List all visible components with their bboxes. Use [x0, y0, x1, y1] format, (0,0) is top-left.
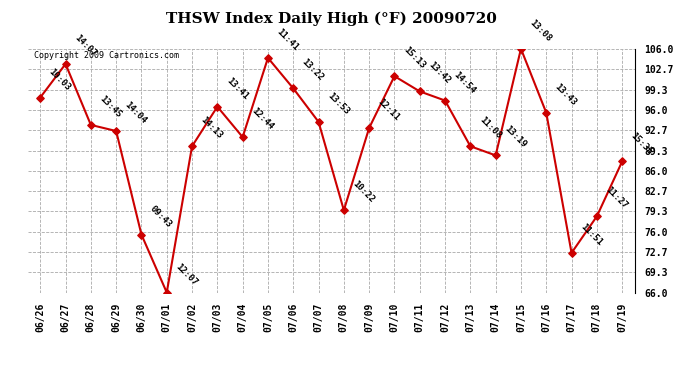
Point — [515, 46, 526, 52]
Text: 14:04: 14:04 — [123, 100, 148, 126]
Point — [364, 125, 375, 131]
Text: 12:11: 12:11 — [376, 97, 402, 122]
Point — [313, 119, 324, 125]
Point — [212, 104, 223, 110]
Text: 15:35: 15:35 — [629, 130, 654, 156]
Text: 13:53: 13:53 — [326, 91, 351, 116]
Text: 09:43: 09:43 — [148, 204, 174, 229]
Text: 14:54: 14:54 — [452, 70, 477, 95]
Point — [541, 110, 552, 116]
Text: 14:13: 14:13 — [199, 116, 224, 141]
Point — [288, 86, 299, 92]
Text: 12:07: 12:07 — [174, 262, 199, 287]
Text: 15:13: 15:13 — [402, 45, 426, 70]
Text: 10:22: 10:22 — [351, 179, 376, 205]
Point — [440, 98, 451, 104]
Point — [34, 94, 46, 100]
Text: 11:41: 11:41 — [275, 27, 300, 52]
Point — [136, 232, 147, 238]
Text: 10:03: 10:03 — [47, 67, 72, 92]
Point — [338, 207, 349, 213]
Point — [60, 61, 71, 67]
Text: 11:27: 11:27 — [604, 185, 629, 211]
Point — [414, 88, 425, 94]
Point — [110, 128, 121, 134]
Text: 13:41: 13:41 — [224, 76, 250, 101]
Point — [186, 143, 197, 149]
Text: Copyright 2009 Cartronics.com: Copyright 2009 Cartronics.com — [34, 51, 179, 60]
Point — [262, 55, 273, 61]
Text: 13:42: 13:42 — [426, 60, 452, 86]
Point — [389, 73, 400, 79]
Point — [617, 159, 628, 165]
Text: 11:51: 11:51 — [578, 222, 604, 248]
Text: 13:22: 13:22 — [300, 57, 326, 83]
Point — [161, 290, 172, 296]
Text: 13:43: 13:43 — [553, 82, 578, 107]
Point — [490, 152, 501, 158]
Point — [237, 134, 248, 140]
Point — [465, 143, 476, 149]
Text: 13:08: 13:08 — [528, 18, 553, 43]
Point — [86, 122, 97, 128]
Text: 13:19: 13:19 — [502, 124, 528, 150]
Text: 13:45: 13:45 — [98, 94, 123, 119]
Point — [591, 213, 602, 219]
Text: 12:44: 12:44 — [250, 106, 275, 132]
Text: THSW Index Daily High (°F) 20090720: THSW Index Daily High (°F) 20090720 — [166, 11, 497, 26]
Point — [566, 250, 577, 256]
Text: 14:07: 14:07 — [72, 33, 98, 58]
Text: 11:08: 11:08 — [477, 116, 502, 141]
